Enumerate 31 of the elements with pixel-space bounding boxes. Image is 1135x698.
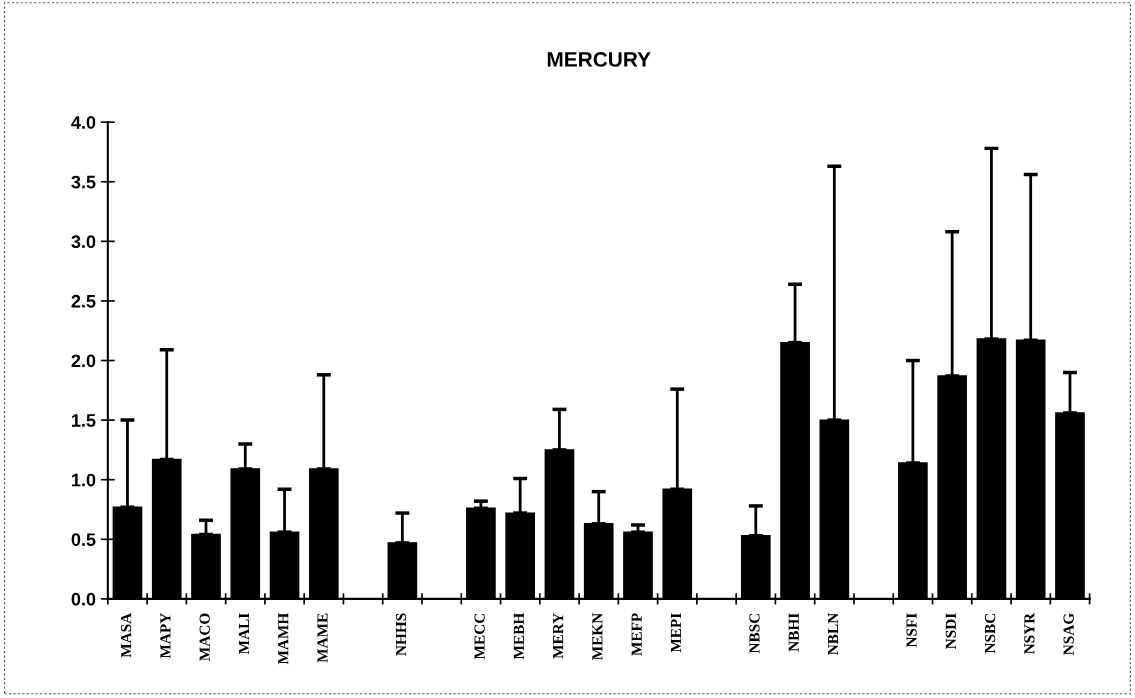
x-tick-label: MACO: [199, 613, 210, 661]
x-tick-label: NSBC: [984, 613, 996, 654]
x-tick-label: NBSC: [749, 613, 760, 654]
x-tick-label: MAMH: [278, 613, 289, 665]
chart-title: MERCURY: [547, 52, 651, 67]
y-tick-label: 2.0: [71, 354, 96, 368]
x-tick-label: NHHS: [395, 613, 407, 656]
x-tick-label: MECC: [474, 613, 485, 660]
x-tick-label: NSYR: [1024, 612, 1035, 655]
y-tick-label: 0.0: [71, 592, 96, 606]
x-tick-label: MAME: [317, 613, 328, 663]
x-tick-label: MEPI: [670, 613, 681, 653]
x-tick-label: NSAG: [1063, 613, 1074, 655]
x-tick-label: MEFP: [631, 613, 642, 656]
y-tick-label: 3.0: [71, 235, 96, 249]
x-tick-label: MERY: [553, 613, 564, 659]
x-tick-label: NSFI: [906, 613, 917, 648]
y-tick-label: 1.5: [72, 414, 96, 427]
x-tick-label: MASA: [121, 612, 132, 658]
x-tick-label: NBLN: [828, 612, 839, 655]
y-tick-label: 3.5: [71, 175, 96, 189]
x-tick-label: MAPY: [160, 613, 171, 659]
x-tick-label: MALI: [238, 613, 249, 655]
y-tick-label: 0.5: [71, 533, 96, 547]
x-tick-label: NBHI: [788, 613, 799, 652]
x-tick-label: MEBH: [513, 613, 524, 660]
y-tick-label: 2.5: [71, 294, 96, 308]
x-tick-label: MEKN: [592, 612, 603, 661]
y-tick-label: 4.0: [71, 116, 96, 129]
x-tick-label: NSDI: [945, 613, 956, 649]
y-tick-label: 1.0: [72, 473, 96, 487]
